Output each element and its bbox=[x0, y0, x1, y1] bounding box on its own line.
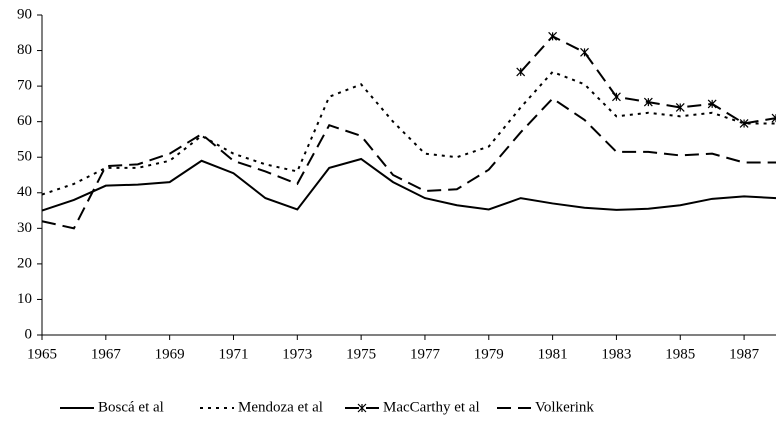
legend-item: Volkerink bbox=[497, 399, 594, 415]
series-line bbox=[519, 35, 776, 125]
y-tick-label: 30 bbox=[17, 220, 32, 236]
legend-item: MacCarthy et al bbox=[345, 399, 480, 415]
y-tick-label: 70 bbox=[17, 78, 32, 94]
y-tick-label: 40 bbox=[17, 184, 32, 200]
x-tick-label: 1971 bbox=[218, 346, 248, 362]
legend-label: Mendoza et al bbox=[238, 399, 323, 415]
x-tick-label: 1965 bbox=[27, 346, 57, 362]
marker bbox=[675, 103, 685, 112]
marker bbox=[580, 47, 589, 57]
y-tick-label: 20 bbox=[17, 255, 32, 271]
marker bbox=[357, 403, 367, 413]
y-tick-label: 90 bbox=[17, 6, 32, 22]
x-tick-label: 1979 bbox=[474, 346, 504, 362]
y-tick-label: 10 bbox=[17, 291, 32, 307]
y-tick-label: 50 bbox=[17, 149, 32, 165]
x-tick-label: 1975 bbox=[346, 346, 376, 362]
marker bbox=[707, 99, 717, 109]
marker bbox=[771, 113, 776, 123]
marker bbox=[739, 119, 749, 128]
x-tick-label: 1981 bbox=[538, 346, 568, 362]
legend-label: Boscá et al bbox=[98, 399, 164, 415]
x-tick-label: 1969 bbox=[155, 346, 185, 362]
x-tick-label: 1987 bbox=[729, 346, 760, 362]
x-tick-label: 1973 bbox=[282, 346, 312, 362]
marker bbox=[643, 97, 653, 107]
legend-label: Volkerink bbox=[535, 399, 594, 415]
legend-label: MacCarthy et al bbox=[383, 399, 480, 415]
marker bbox=[516, 67, 526, 77]
marker bbox=[612, 92, 621, 102]
series-line bbox=[41, 157, 776, 212]
x-tick-label: 1977 bbox=[410, 346, 441, 362]
y-tick-label: 60 bbox=[17, 113, 32, 129]
y-tick-label: 0 bbox=[25, 326, 33, 342]
x-tick-label: 1985 bbox=[665, 346, 695, 362]
x-tick-label: 1983 bbox=[601, 346, 631, 362]
x-tick-label: 1967 bbox=[91, 346, 122, 362]
series-line bbox=[41, 97, 776, 230]
series-line bbox=[41, 70, 776, 196]
legend-item: Mendoza et al bbox=[200, 399, 323, 415]
y-tick-label: 80 bbox=[17, 42, 32, 58]
marker bbox=[548, 31, 558, 41]
legend-item: Boscá et al bbox=[60, 399, 164, 415]
